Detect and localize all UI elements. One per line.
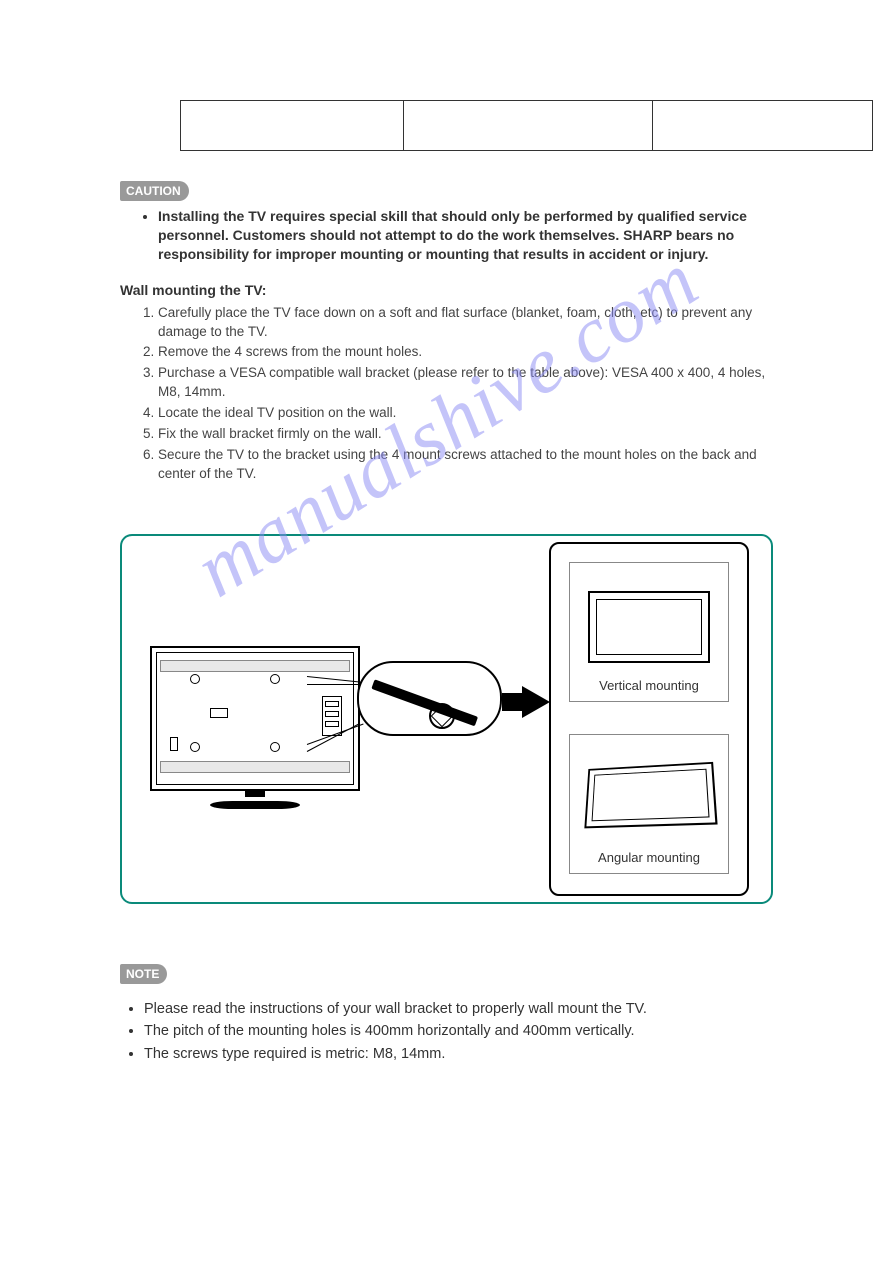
angular-mounting-label: Angular mounting: [570, 850, 728, 865]
mounting-diagram: Vertical mounting Angular mounting: [120, 534, 773, 904]
steps-list: Carefully place the TV face down on a so…: [140, 304, 773, 484]
step-item: Locate the ideal TV position on the wall…: [158, 404, 773, 423]
arrow-icon: [522, 686, 550, 718]
section-heading: Wall mounting the TV:: [120, 282, 873, 298]
mounting-options-panel: Vertical mounting Angular mounting: [549, 542, 749, 896]
tv-back-illustration: [150, 646, 360, 791]
vertical-mounting-label: Vertical mounting: [570, 678, 728, 693]
caution-bullet: Installing the TV requires special skill…: [158, 207, 753, 264]
note-item: Please read the instructions of your wal…: [144, 998, 773, 1020]
note-item: The screws type required is metric: M8, …: [144, 1043, 773, 1065]
note-item: The pitch of the mounting holes is 400mm…: [144, 1020, 773, 1042]
caution-badge: CAUTION: [120, 181, 189, 201]
step-item: Purchase a VESA compatible wall bracket …: [158, 364, 773, 402]
step-item: Remove the 4 screws from the mount holes…: [158, 343, 773, 362]
screw-detail: [357, 661, 502, 736]
note-badge: NOTE: [120, 964, 167, 984]
note-list: Please read the instructions of your wal…: [138, 998, 773, 1065]
step-item: Secure the TV to the bracket using the 4…: [158, 446, 773, 484]
step-item: Fix the wall bracket firmly on the wall.: [158, 425, 773, 444]
spec-table-bottom-row: [180, 100, 873, 151]
step-item: Carefully place the TV face down on a so…: [158, 304, 773, 342]
